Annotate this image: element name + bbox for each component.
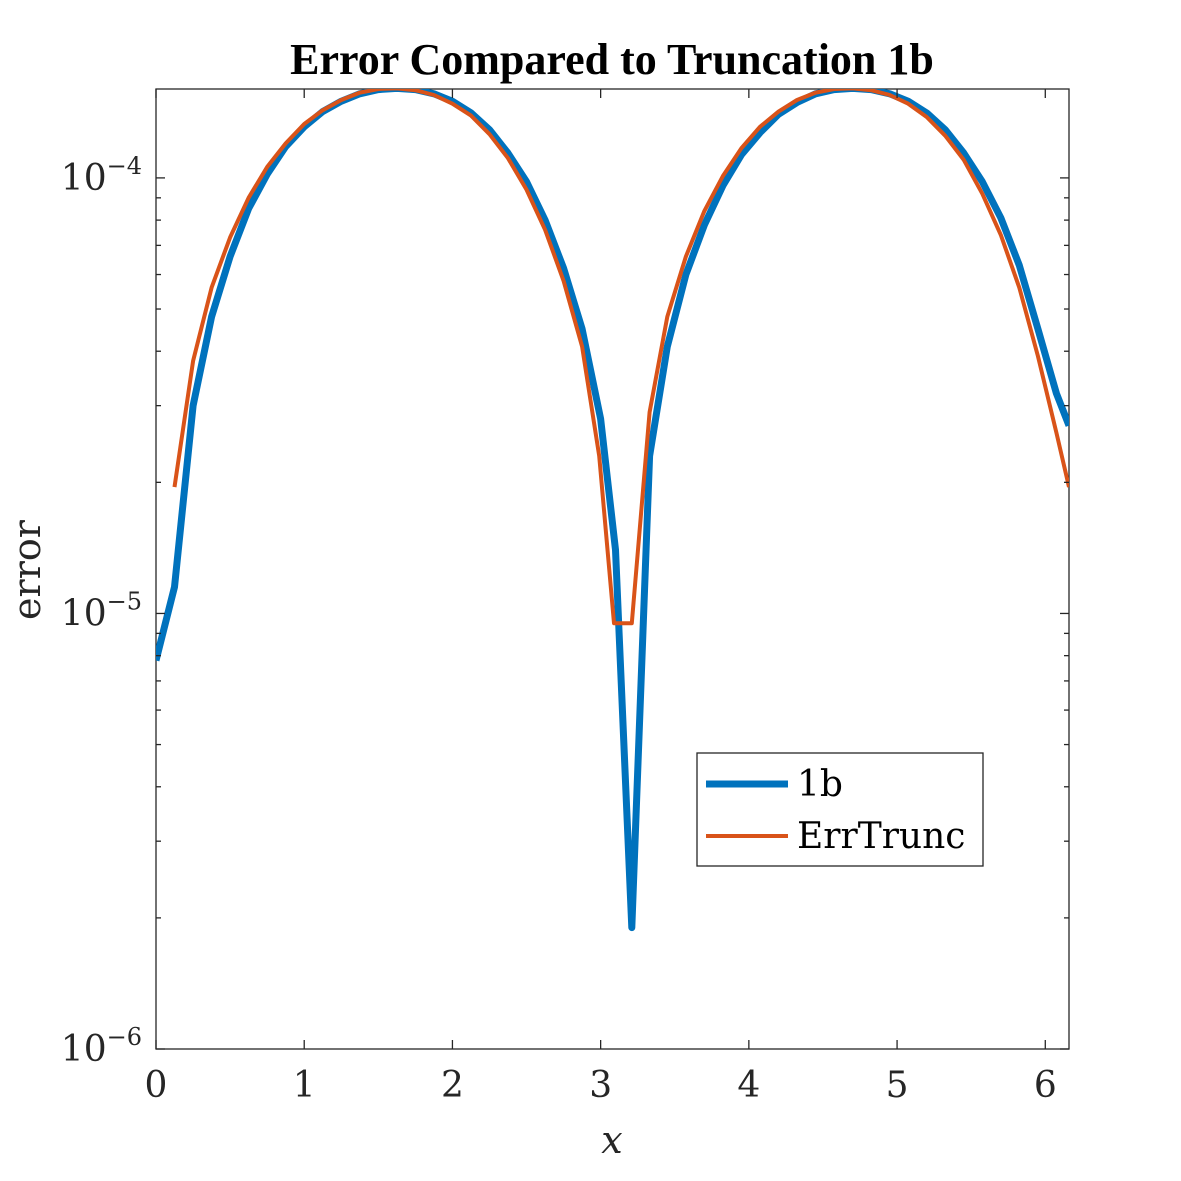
y-tick-label: 10−4 <box>61 152 142 199</box>
y-tick-label: 10−5 <box>61 587 142 634</box>
y-tick-label: 10−6 <box>61 1023 142 1070</box>
ticks-layer: 0 1 2 3 4 5 6 10−6 10−5 10−4 <box>61 89 1069 1106</box>
legend-label-1b: 1b <box>797 764 843 805</box>
legend-box <box>696 752 984 867</box>
x-tick-label: 4 <box>737 1065 760 1106</box>
series-layer <box>156 89 1069 932</box>
x-tick-label: 2 <box>441 1065 464 1106</box>
x-tick-label: 3 <box>589 1065 612 1106</box>
x-tick-label: 6 <box>1034 1065 1057 1106</box>
x-tick-label: 1 <box>293 1065 316 1106</box>
x-tick-label: 0 <box>145 1065 168 1106</box>
legend-label-errtrunc: ErrTrunc <box>797 816 965 857</box>
y-axis-label: error <box>5 519 49 620</box>
x-tick-label: 5 <box>886 1065 909 1106</box>
series-line-errtrunc <box>172 89 1069 626</box>
plot-area-frame <box>155 88 1070 1050</box>
chart-title: Error Compared to Truncation 1b <box>290 35 934 84</box>
x-axis-label: x <box>601 1118 622 1162</box>
legend: 1b ErrTrunc <box>696 752 984 867</box>
